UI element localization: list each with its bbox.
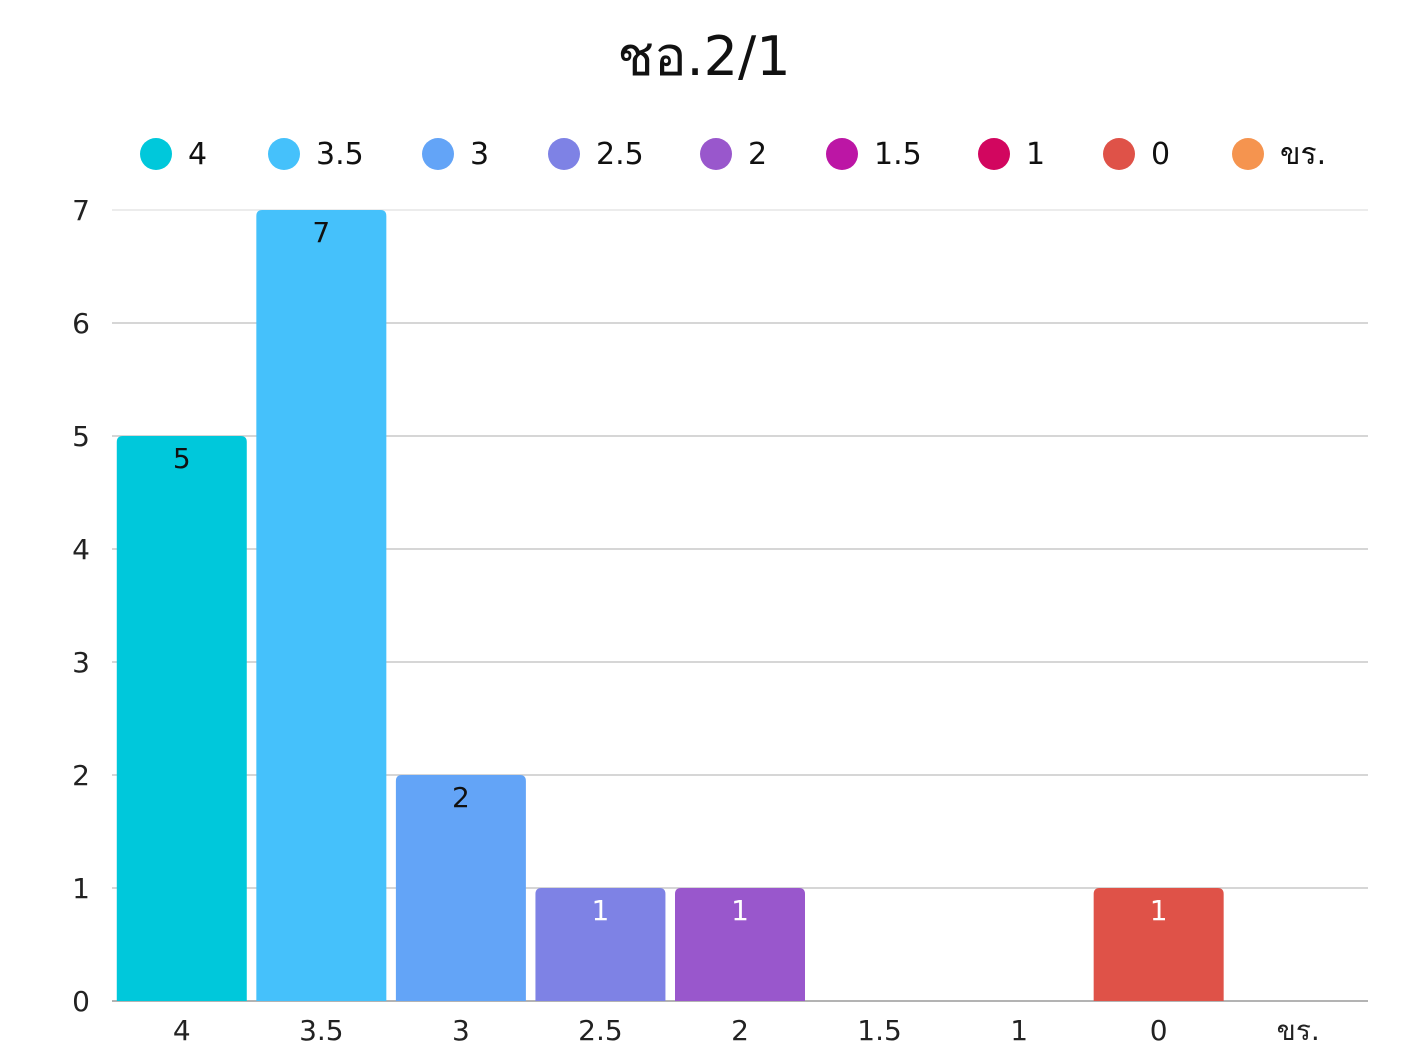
bar [535, 888, 666, 1001]
legend-swatch [548, 138, 580, 170]
bar [675, 888, 805, 1001]
data-label: 2 [452, 781, 470, 814]
legend-label: 2.5 [596, 136, 644, 172]
bar [395, 775, 526, 1001]
legend-swatch [700, 138, 732, 170]
y-tick-label: 0 [72, 985, 90, 1018]
x-tick-label: 3.5 [299, 1014, 344, 1047]
bar [1093, 888, 1224, 1001]
y-tick-label: 1 [72, 872, 90, 905]
legend-label: 3 [470, 136, 490, 172]
y-tick-label: 2 [72, 759, 90, 792]
data-label: 1 [592, 894, 610, 927]
legend-item: ขร. [1232, 128, 1326, 180]
legend-item: 0 [1103, 128, 1170, 180]
legend-swatch [1103, 138, 1135, 170]
x-tick-label: 1.5 [857, 1014, 902, 1047]
x-tick-label: 2.5 [578, 1014, 623, 1047]
y-tick-label: 6 [72, 307, 90, 340]
data-label: 5 [173, 442, 191, 475]
legend-label: 4 [188, 136, 208, 172]
y-tick-label: 7 [72, 194, 90, 227]
legend-label: 1 [1026, 136, 1046, 172]
legend: 4 3.5 3 2.5 2 1.5 1 0 ขร. [0, 128, 1408, 180]
legend-item: 2.5 [548, 128, 644, 180]
legend-label: 1.5 [874, 136, 922, 172]
legend-item: 2 [700, 128, 767, 180]
x-tick-label: 3 [452, 1014, 470, 1047]
bar [256, 210, 387, 1001]
y-tick-label: 3 [72, 646, 90, 679]
legend-label: 0 [1151, 136, 1171, 172]
chart-title: ชอ.2/1 [617, 25, 791, 88]
legend-swatch [978, 138, 1010, 170]
legend-label: 3.5 [316, 136, 364, 172]
legend-swatch [1232, 138, 1264, 170]
legend-item: 3 [422, 128, 489, 180]
x-tick-label: 4 [173, 1014, 191, 1047]
x-tick-label: ขร. [1277, 1014, 1320, 1047]
legend-swatch [140, 138, 172, 170]
x-tick-label: 0 [1150, 1014, 1168, 1047]
x-tick-label: 1 [1010, 1014, 1028, 1047]
legend-label: ขร. [1280, 136, 1327, 172]
legend-swatch [268, 138, 300, 170]
legend-item: 4 [140, 128, 207, 180]
bar [116, 436, 247, 1001]
data-label: 1 [731, 894, 749, 927]
data-label: 7 [312, 216, 330, 249]
y-tick-label: 4 [72, 533, 90, 566]
legend-item: 1.5 [826, 128, 922, 180]
legend-label: 2 [748, 136, 768, 172]
data-label: 1 [1150, 894, 1168, 927]
y-tick-label: 5 [72, 420, 90, 453]
legend-swatch [422, 138, 454, 170]
legend-swatch [826, 138, 858, 170]
legend-item: 3.5 [268, 128, 364, 180]
legend-item: 1 [978, 128, 1045, 180]
x-tick-label: 2 [731, 1014, 749, 1047]
